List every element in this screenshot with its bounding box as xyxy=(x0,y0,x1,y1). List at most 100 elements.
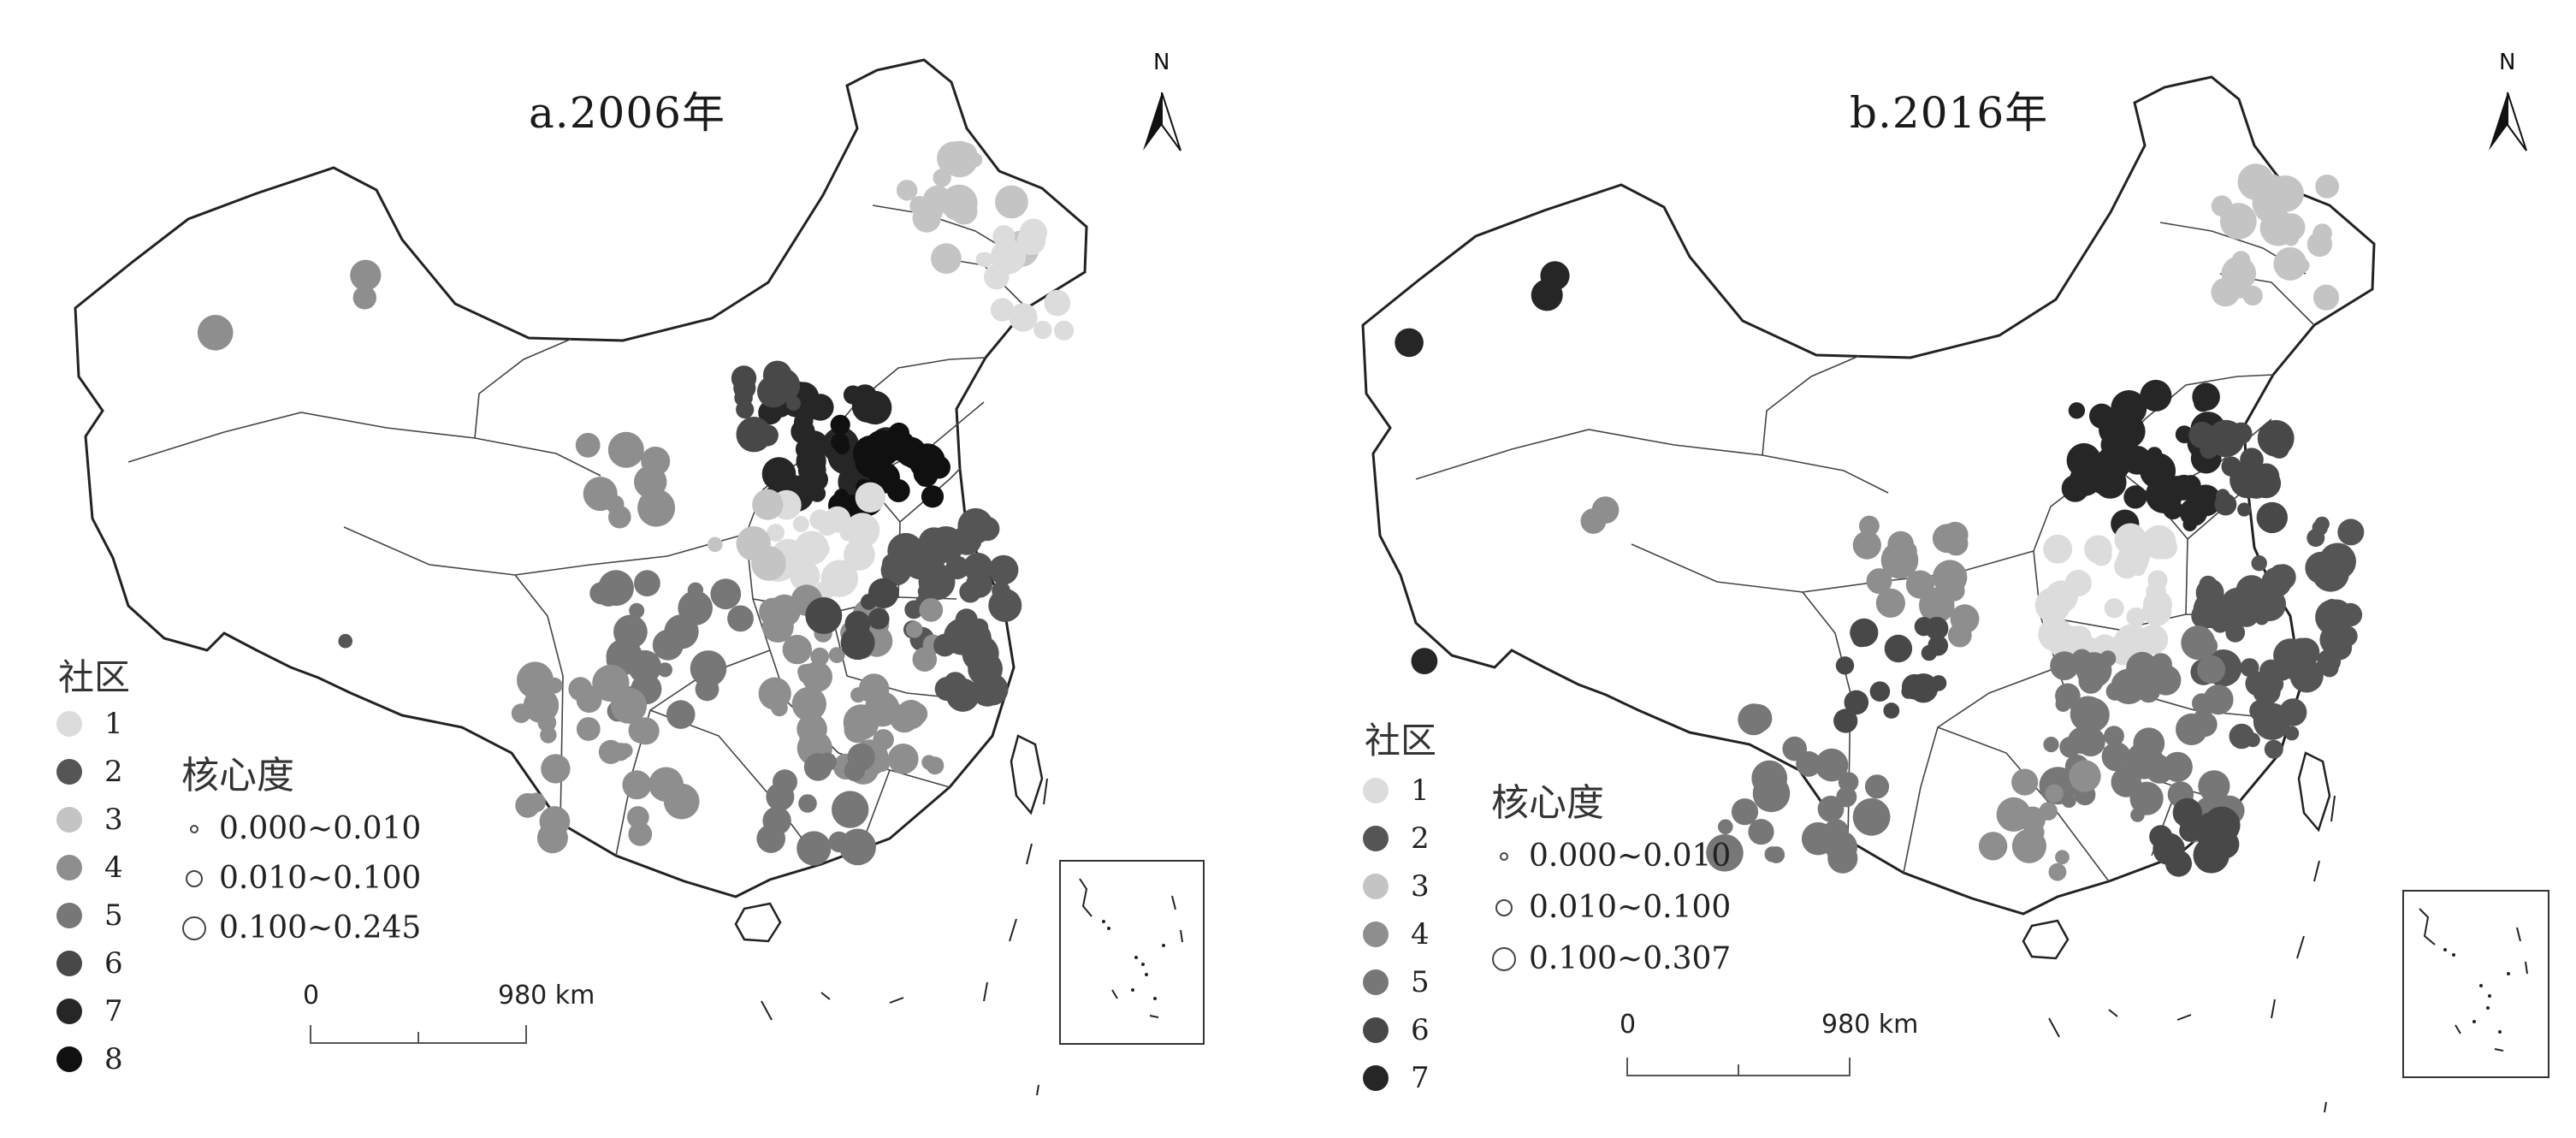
city-point xyxy=(637,489,676,527)
city-point xyxy=(1950,604,1980,634)
city-point xyxy=(931,243,962,274)
city-point xyxy=(2045,784,2064,803)
city-point xyxy=(2198,770,2230,803)
panel-title: a.2006年 xyxy=(529,88,725,138)
city-point xyxy=(919,598,944,622)
city-point xyxy=(959,580,981,603)
city-point xyxy=(338,633,353,649)
city-point xyxy=(2126,607,2147,627)
city-point xyxy=(912,647,938,672)
city-point xyxy=(2192,693,2212,714)
city-point xyxy=(197,315,234,351)
legend-swatch xyxy=(1363,922,1389,947)
city-point xyxy=(817,515,838,536)
legend-item: 5 xyxy=(56,898,123,933)
north-arrow-icon xyxy=(2489,92,2527,151)
city-point xyxy=(855,482,885,513)
city-point xyxy=(791,686,826,721)
community-dots-2006 xyxy=(197,140,1075,866)
city-point xyxy=(782,634,812,665)
city-point xyxy=(628,649,662,684)
city-point xyxy=(977,252,993,268)
city-point xyxy=(2199,575,2218,594)
south-sea-dashes xyxy=(761,778,1048,1096)
city-point xyxy=(2234,602,2259,627)
city-point xyxy=(1866,568,1892,595)
city-point xyxy=(2263,673,2284,695)
city-point xyxy=(992,225,1016,248)
legend-label: 5 xyxy=(104,898,123,933)
city-point xyxy=(608,505,631,529)
coreness-legend-title: 核心度 xyxy=(181,754,294,797)
city-point xyxy=(798,663,820,685)
city-point xyxy=(350,259,382,291)
legend-item: 3 xyxy=(56,803,123,837)
coreness-range-label: 0.000~0.010 xyxy=(1529,839,1732,874)
city-point xyxy=(794,412,812,431)
legend-label: 4 xyxy=(1411,917,1430,951)
legend-swatch xyxy=(56,999,82,1024)
city-point xyxy=(1835,656,1855,675)
city-point xyxy=(2181,625,2216,661)
city-point xyxy=(971,674,1004,707)
city-point xyxy=(2061,475,2089,502)
city-point xyxy=(678,590,713,625)
city-point xyxy=(2200,441,2218,459)
legend-label: 8 xyxy=(104,1042,123,1076)
city-point xyxy=(1054,320,1075,341)
legend-item: 6 xyxy=(1363,1013,1430,1047)
city-point xyxy=(2270,564,2296,590)
city-point xyxy=(2219,203,2257,240)
scale-end-label: 980 km xyxy=(498,981,595,1011)
legend-swatch xyxy=(1363,1017,1389,1043)
coreness-legend-item: 0.010~0.100 xyxy=(1491,890,1731,925)
legend-item: 3 xyxy=(1363,869,1430,904)
city-point xyxy=(934,677,959,702)
city-point xyxy=(988,554,1019,585)
city-point xyxy=(2111,668,2147,705)
china-map-2016 xyxy=(1361,75,2376,1113)
city-point xyxy=(2050,651,2079,680)
city-point xyxy=(1875,588,1905,618)
city-point xyxy=(834,439,850,455)
city-point xyxy=(969,633,994,658)
city-point xyxy=(868,608,890,630)
city-point xyxy=(607,431,644,468)
city-point xyxy=(1411,648,1438,674)
city-point xyxy=(2197,655,2226,684)
city-point xyxy=(917,584,933,599)
city-point xyxy=(927,526,965,563)
city-point xyxy=(666,700,696,729)
city-point xyxy=(807,401,826,420)
city-point xyxy=(2194,811,2232,850)
city-point xyxy=(887,532,924,570)
city-point xyxy=(968,152,983,168)
scale-bar-midtick xyxy=(1738,1064,1739,1076)
city-point xyxy=(2283,230,2299,246)
city-point xyxy=(2235,575,2268,607)
city-point xyxy=(902,445,926,469)
city-point xyxy=(523,687,560,724)
city-point xyxy=(2076,726,2105,757)
city-point xyxy=(2279,698,2307,726)
city-point xyxy=(790,560,820,591)
city-point xyxy=(2055,696,2071,713)
city-point xyxy=(1838,772,1859,792)
city-point xyxy=(904,600,924,619)
north-arrow-icon xyxy=(1143,92,1181,151)
city-point xyxy=(2071,649,2093,670)
city-point xyxy=(1009,303,1038,332)
scale-bar-midtick xyxy=(417,1032,419,1044)
coreness-legend-item: 0.000~0.010 xyxy=(1491,839,1731,874)
scale-start-label: 0 xyxy=(1620,1010,1637,1040)
city-point xyxy=(1748,819,1774,845)
city-point xyxy=(2240,447,2264,471)
coreness-ring-icon xyxy=(190,824,198,833)
city-point xyxy=(2312,284,2340,311)
city-point xyxy=(1921,644,1938,661)
city-point xyxy=(1796,751,1821,777)
city-point xyxy=(2295,258,2310,273)
city-point xyxy=(786,396,801,411)
city-point xyxy=(1851,628,1871,648)
